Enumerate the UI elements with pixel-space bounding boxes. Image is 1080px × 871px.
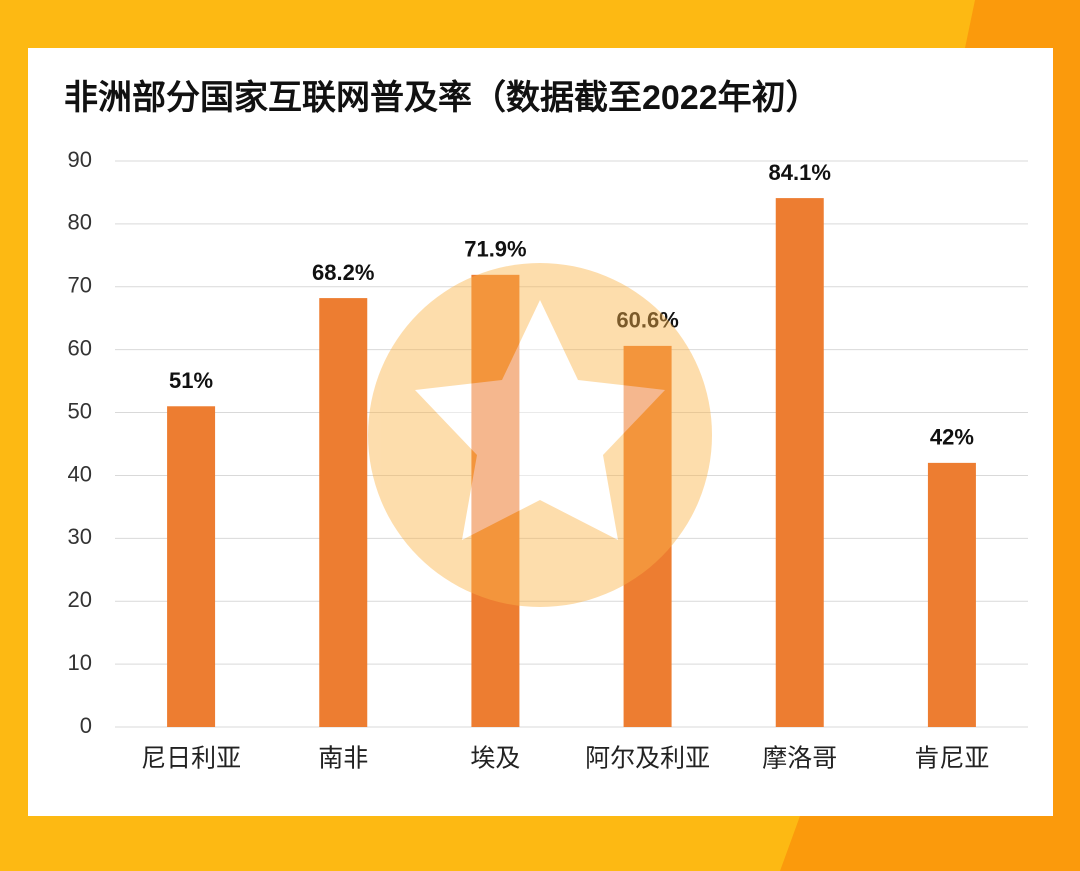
value-label: 42% <box>930 425 974 450</box>
value-label: 84.1% <box>769 160 831 185</box>
value-label: 71.9% <box>464 237 526 262</box>
y-tick-label: 70 <box>68 273 92 298</box>
bar <box>775 198 824 728</box>
bar <box>471 274 520 727</box>
bar <box>927 462 976 727</box>
bar <box>319 298 368 727</box>
x-tick-label: 摩洛哥 <box>762 745 837 773</box>
plot: 0 10 20 30 40 50 60 70 80 90 尼日利亚 51% 南非 68.2% 埃及 71.9%… <box>68 147 1028 773</box>
chart-title: 非洲部分国家互联网普及率（数据截至2022年初） <box>64 78 820 117</box>
bar <box>167 406 216 727</box>
x-tick-label: 肯尼亚 <box>914 745 989 773</box>
y-tick-label: 60 <box>68 335 92 360</box>
watermark <box>368 263 712 607</box>
y-tick-label: 0 <box>80 713 92 738</box>
value-label: 60.6% <box>616 308 678 333</box>
x-tick-label: 南非 <box>318 745 368 773</box>
y-tick-label: 80 <box>68 210 92 235</box>
value-label: 51% <box>169 368 213 393</box>
bar <box>623 345 672 727</box>
y-tick-label: 40 <box>68 461 92 486</box>
y-tick-label: 20 <box>68 587 92 612</box>
x-tick-label: 阿尔及利亚 <box>585 745 710 773</box>
y-tick-label: 50 <box>68 398 92 423</box>
x-tick-label: 埃及 <box>470 745 520 773</box>
y-tick-label: 30 <box>68 524 92 549</box>
y-tick-label: 10 <box>68 650 92 675</box>
value-label: 68.2% <box>312 260 374 285</box>
y-tick-label: 90 <box>68 147 92 172</box>
x-tick-label: 尼日利亚 <box>141 745 241 773</box>
